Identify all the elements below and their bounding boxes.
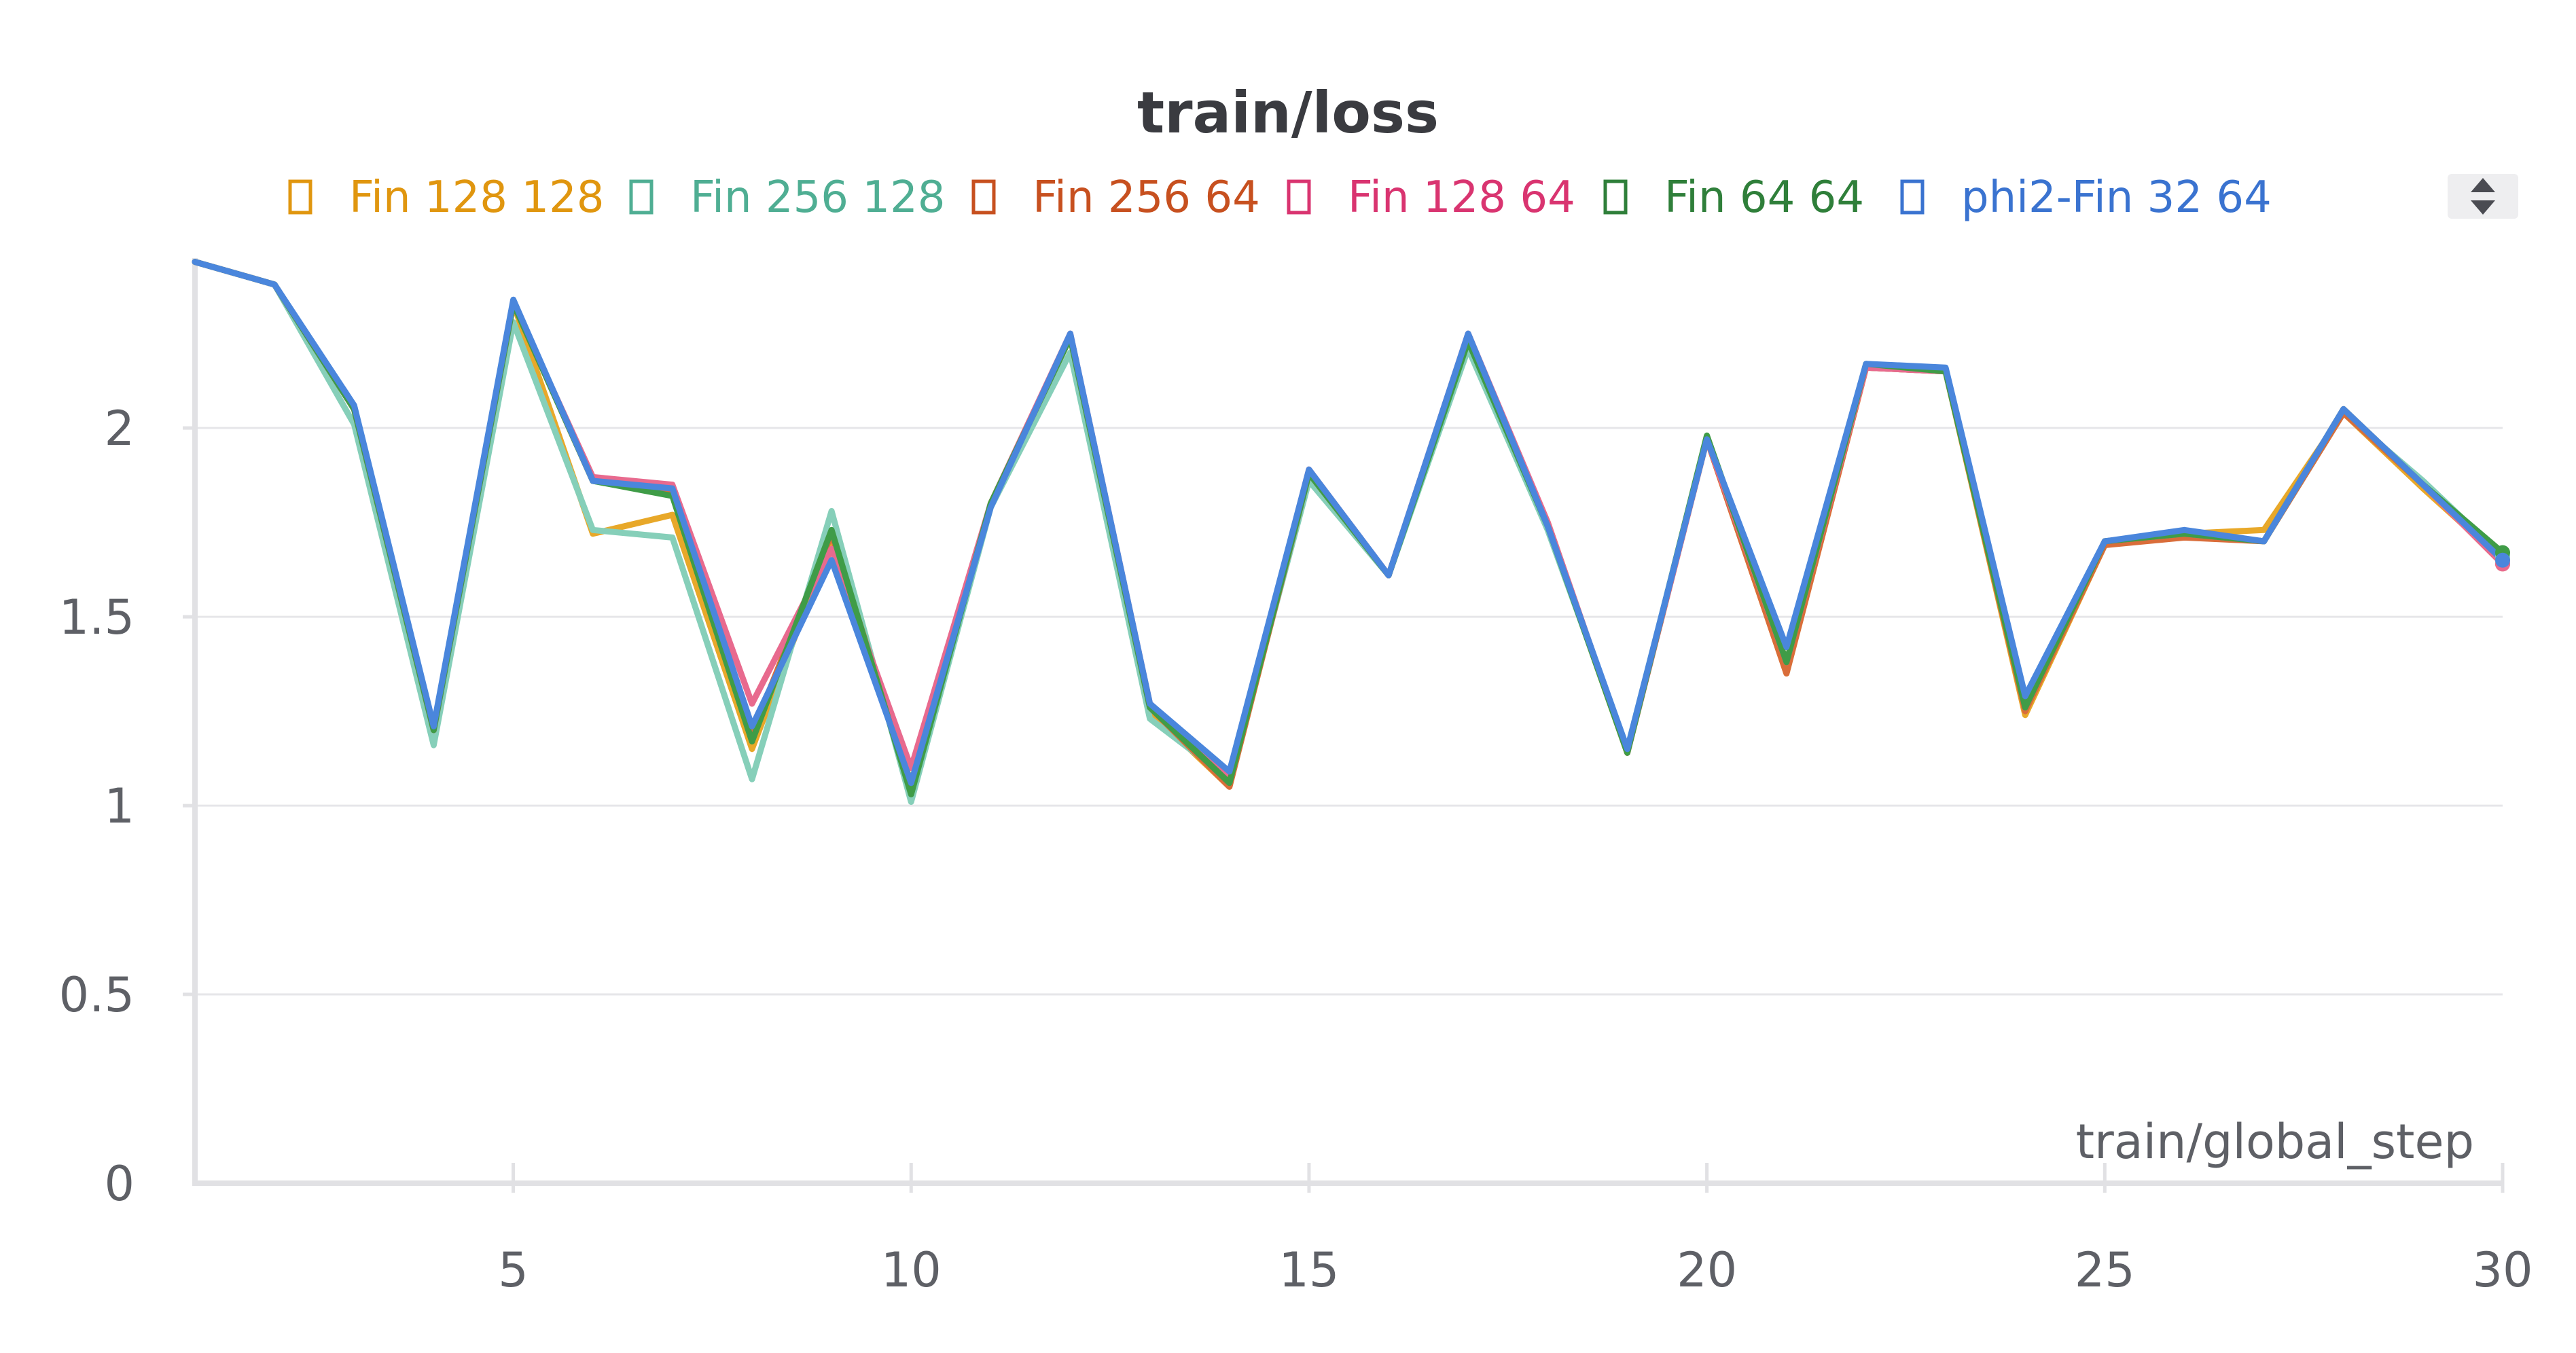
legend: Fin 128 128 Fin 256 128 Fin 256 64 Fin 128 … [288,173,2272,223]
legend-swatch-icon[interactable] [288,179,312,215]
legend-label[interactable]: Fin 256 64 [1033,173,1260,223]
legend-label[interactable]: phi2-Fin 32 64 [1961,173,2272,223]
x-axis-title: train/global_step [2076,1114,2474,1170]
y-tick-label: 1 [104,778,135,834]
chart-title: train/loss [1137,79,1439,146]
series-end-markers [2495,545,2510,572]
legend-label[interactable]: Fin 256 128 [690,173,946,223]
series-line [192,259,2506,787]
x-tick-label: 15 [1278,1242,1339,1298]
y-tick-label: 0 [104,1156,135,1212]
x-tick-label: 30 [2472,1242,2533,1298]
y-tick-label: 0.5 [59,967,135,1023]
legend-item[interactable]: Fin 256 64 [971,173,1260,223]
legend-item[interactable]: phi2-Fin 32 64 [1900,173,2272,223]
y-tick-label: 2 [104,401,135,456]
x-axis-ticks: 5 10 15 20 25 30 [498,1163,2533,1298]
legend-swatch-icon[interactable] [629,179,654,215]
up-down-arrows-icon[interactable] [2471,178,2495,215]
legend-scroll-background[interactable] [2448,174,2518,219]
legend-item[interactable]: Fin 64 64 [1603,173,1864,223]
legend-swatch-icon[interactable] [971,179,996,215]
legend-scroll-control[interactable] [2448,174,2518,219]
legend-label[interactable]: Fin 128 64 [1348,173,1575,223]
series-lines [192,259,2506,805]
legend-item[interactable]: Fin 256 128 [629,173,946,223]
series-line [192,259,2506,797]
legend-item[interactable]: Fin 128 64 [1287,173,1575,223]
x-tick-label: 10 [881,1242,942,1298]
y-tick-label: 1.5 [59,590,135,645]
x-tick-label: 5 [498,1242,529,1298]
y-axis-ticks: 0 0.5 1 1.5 2 [59,401,195,1212]
x-tick-label: 25 [2075,1242,2135,1298]
legend-label[interactable]: Fin 64 64 [1664,173,1864,223]
legend-label[interactable]: Fin 128 128 [349,173,605,223]
legend-item[interactable]: Fin 128 128 [288,173,605,223]
legend-swatch-icon[interactable] [1287,179,1311,215]
x-tick-label: 20 [1677,1242,1737,1298]
legend-swatch-icon[interactable] [1603,179,1628,215]
grid-lines [195,427,2503,996]
legend-swatch-icon[interactable] [1900,179,1925,215]
series-end-point [2495,552,2510,568]
